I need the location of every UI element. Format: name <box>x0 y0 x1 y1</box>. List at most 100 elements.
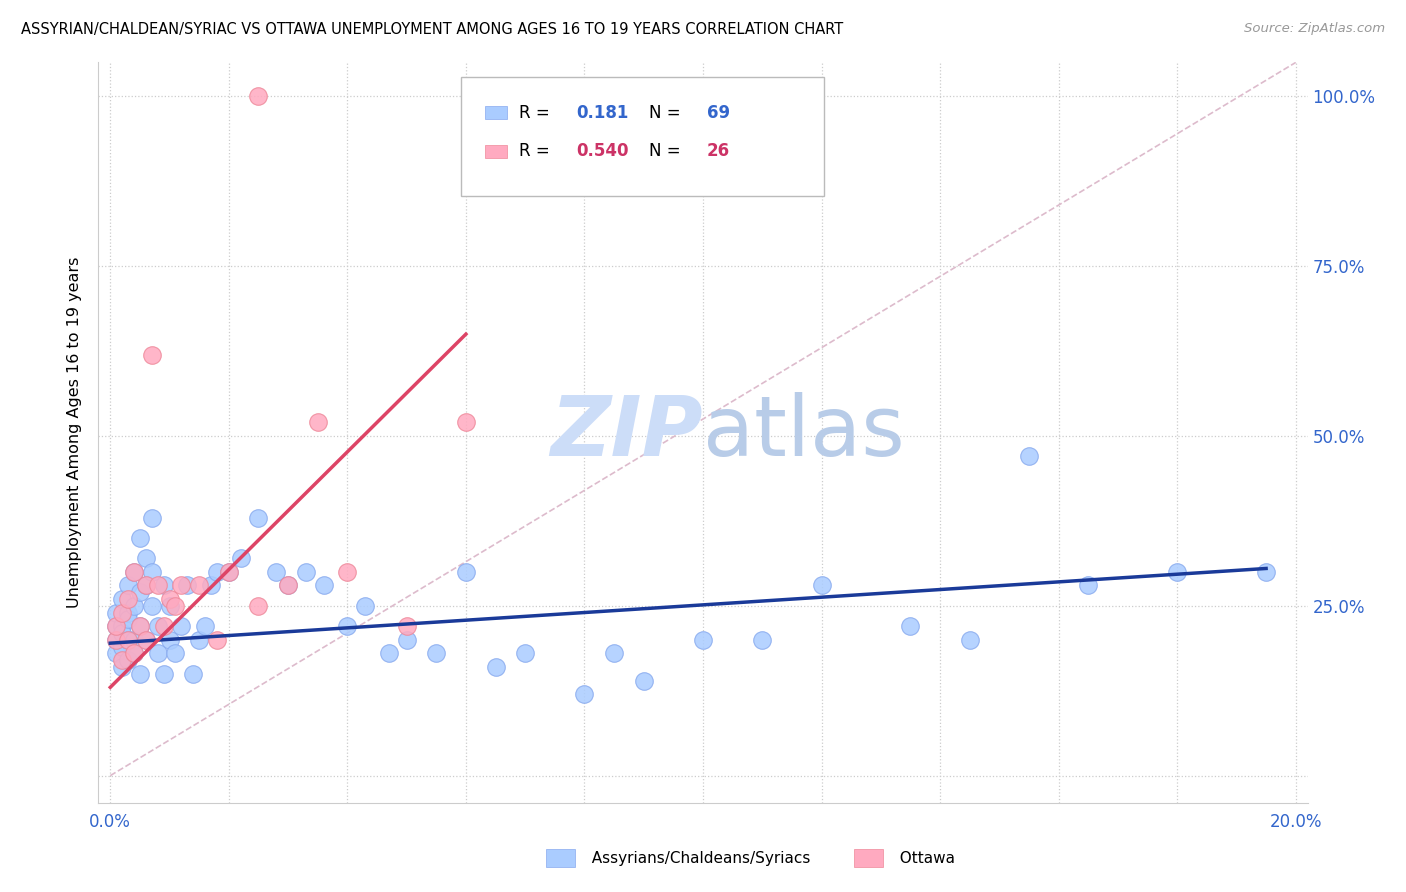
Point <box>141 565 163 579</box>
Point <box>378 646 401 660</box>
Point <box>141 347 163 361</box>
Point <box>117 606 139 620</box>
Point <box>129 666 152 681</box>
Point <box>117 653 139 667</box>
Point <box>111 626 134 640</box>
Point <box>111 606 134 620</box>
Point <box>959 632 981 647</box>
Point <box>205 565 228 579</box>
Point <box>247 599 270 613</box>
Text: ASSYRIAN/CHALDEAN/SYRIAC VS OTTAWA UNEMPLOYMENT AMONG AGES 16 TO 19 YEARS CORREL: ASSYRIAN/CHALDEAN/SYRIAC VS OTTAWA UNEMP… <box>21 22 844 37</box>
Point <box>336 565 359 579</box>
Text: atlas: atlas <box>703 392 904 473</box>
Point <box>146 619 169 633</box>
Point <box>111 660 134 674</box>
Point <box>247 89 270 103</box>
Point <box>141 599 163 613</box>
Point <box>135 578 157 592</box>
Point <box>146 578 169 592</box>
Point <box>159 592 181 607</box>
Point <box>515 646 537 660</box>
Point <box>200 578 222 592</box>
Point <box>277 578 299 592</box>
Point <box>129 619 152 633</box>
Point <box>146 646 169 660</box>
Point <box>1077 578 1099 592</box>
Point <box>105 646 128 660</box>
Point <box>336 619 359 633</box>
Point <box>751 632 773 647</box>
Point <box>122 646 145 660</box>
Point <box>454 565 477 579</box>
Point <box>1254 565 1277 579</box>
Bar <box>855 849 883 867</box>
Point <box>135 578 157 592</box>
Point <box>574 687 596 701</box>
Point <box>129 531 152 545</box>
Point <box>229 551 252 566</box>
Text: 0.0%: 0.0% <box>90 813 131 831</box>
Point <box>122 646 145 660</box>
Point <box>354 599 377 613</box>
Point <box>484 660 506 674</box>
Point <box>633 673 655 688</box>
Point <box>152 578 174 592</box>
Text: 69: 69 <box>707 103 730 122</box>
Text: R =: R = <box>519 103 555 122</box>
Bar <box>546 849 575 867</box>
Point <box>105 619 128 633</box>
Point <box>111 619 134 633</box>
Point <box>111 653 134 667</box>
Point <box>188 632 211 647</box>
Text: N =: N = <box>648 143 686 161</box>
Point <box>105 619 128 633</box>
Point <box>170 578 193 592</box>
Point <box>165 599 187 613</box>
Point <box>188 578 211 592</box>
Point <box>900 619 922 633</box>
Point <box>176 578 198 592</box>
Point <box>117 632 139 647</box>
Text: 20.0%: 20.0% <box>1270 813 1322 831</box>
Point <box>129 619 152 633</box>
Point <box>111 592 134 607</box>
Point <box>454 416 477 430</box>
Text: Ottawa: Ottawa <box>890 851 956 866</box>
Point <box>159 632 181 647</box>
Point <box>218 565 240 579</box>
Text: Assyrians/Chaldeans/Syriacs: Assyrians/Chaldeans/Syriacs <box>582 851 810 866</box>
Text: 0.540: 0.540 <box>576 143 628 161</box>
Point <box>395 619 418 633</box>
Point <box>152 666 174 681</box>
Point <box>264 565 287 579</box>
Point <box>205 632 228 647</box>
Point <box>692 632 714 647</box>
Point <box>152 619 174 633</box>
Point <box>170 619 193 633</box>
Point <box>135 551 157 566</box>
Point <box>603 646 626 660</box>
Point <box>277 578 299 592</box>
Point <box>105 632 128 647</box>
Text: 0.181: 0.181 <box>576 103 628 122</box>
FancyBboxPatch shape <box>461 78 824 195</box>
Point <box>165 646 187 660</box>
Point <box>105 632 128 647</box>
Point <box>312 578 335 592</box>
Point <box>135 632 157 647</box>
Point <box>395 632 418 647</box>
Point <box>810 578 832 592</box>
Point <box>218 565 240 579</box>
Point <box>181 666 204 681</box>
Point <box>117 592 139 607</box>
Text: Source: ZipAtlas.com: Source: ZipAtlas.com <box>1244 22 1385 36</box>
Point <box>307 416 329 430</box>
Bar <box>485 145 508 158</box>
Point <box>1018 450 1040 464</box>
Point <box>122 632 145 647</box>
Text: ZIP: ZIP <box>550 392 703 473</box>
Point <box>129 585 152 599</box>
Point <box>159 599 181 613</box>
Point <box>122 565 145 579</box>
Point <box>111 640 134 654</box>
